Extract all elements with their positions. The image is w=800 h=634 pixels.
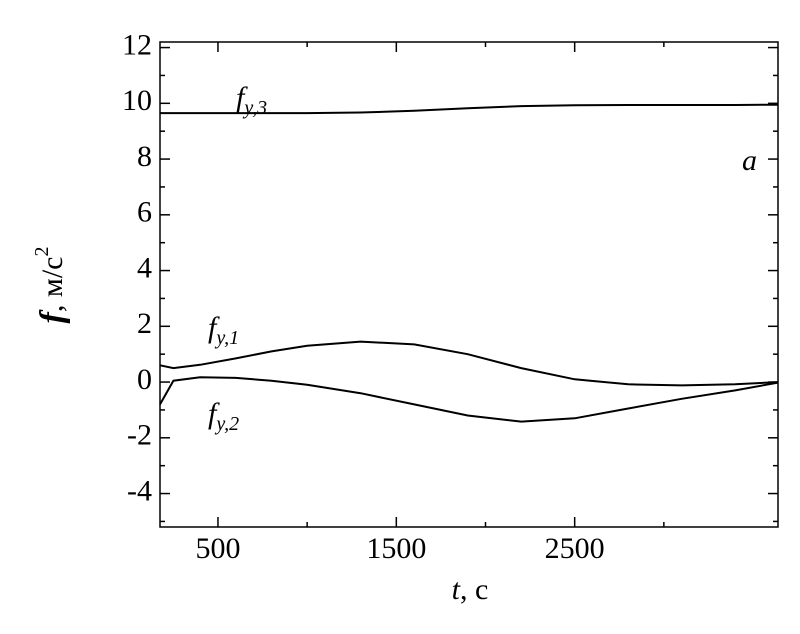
- y-axis-label: f, м/с2: [31, 247, 71, 324]
- series-subscript: y,3: [242, 97, 267, 119]
- series-line: [159, 376, 779, 423]
- y-tick-label: 4: [137, 251, 152, 284]
- y-power: 2: [31, 247, 53, 257]
- series-subscript: y,1: [214, 327, 239, 349]
- series-line: [160, 103, 779, 115]
- plot-frame: [159, 41, 779, 528]
- y-tick-label: -2: [127, 419, 152, 452]
- y-tick-label: 8: [137, 140, 152, 173]
- y-tick-label: 10: [122, 84, 152, 117]
- y-symbol: f: [34, 308, 71, 323]
- series-label: fy,1: [208, 311, 239, 349]
- x-tick-label: 1500: [366, 532, 426, 565]
- y-tick-label: -4: [127, 474, 152, 507]
- x-unit: , с: [460, 573, 488, 606]
- series-label: fy,2: [208, 397, 239, 435]
- x-symbol: t: [452, 573, 461, 606]
- series-label: fy,3: [236, 81, 267, 119]
- x-axis-label: t, с: [452, 573, 489, 606]
- y-tick-label: 2: [137, 307, 152, 340]
- y-unit: , м/с: [36, 257, 69, 313]
- x-tick-label: 500: [195, 532, 240, 565]
- y-tick-label: 0: [137, 363, 152, 396]
- series-subscript: y,2: [214, 413, 239, 435]
- panel-label: a: [742, 144, 757, 177]
- series-line: [159, 340, 779, 387]
- y-tick-label: 12: [122, 28, 152, 61]
- y-tick-label: 6: [137, 196, 152, 229]
- x-tick-label: 2500: [545, 532, 605, 565]
